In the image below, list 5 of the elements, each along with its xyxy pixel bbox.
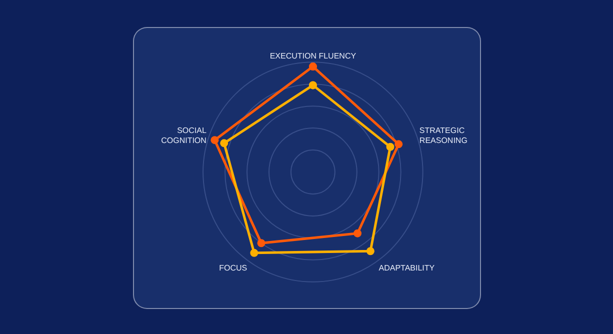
spoke-label: FOCUS bbox=[219, 264, 248, 273]
spoke-label: STRATEGIC REASONING bbox=[419, 126, 468, 146]
spoke-label: SOCIAL COGNITION bbox=[161, 126, 207, 146]
spoke-label: EXECUTION FLUENCY bbox=[270, 51, 357, 60]
spoke-label: ADAPTABILITY bbox=[378, 264, 436, 273]
